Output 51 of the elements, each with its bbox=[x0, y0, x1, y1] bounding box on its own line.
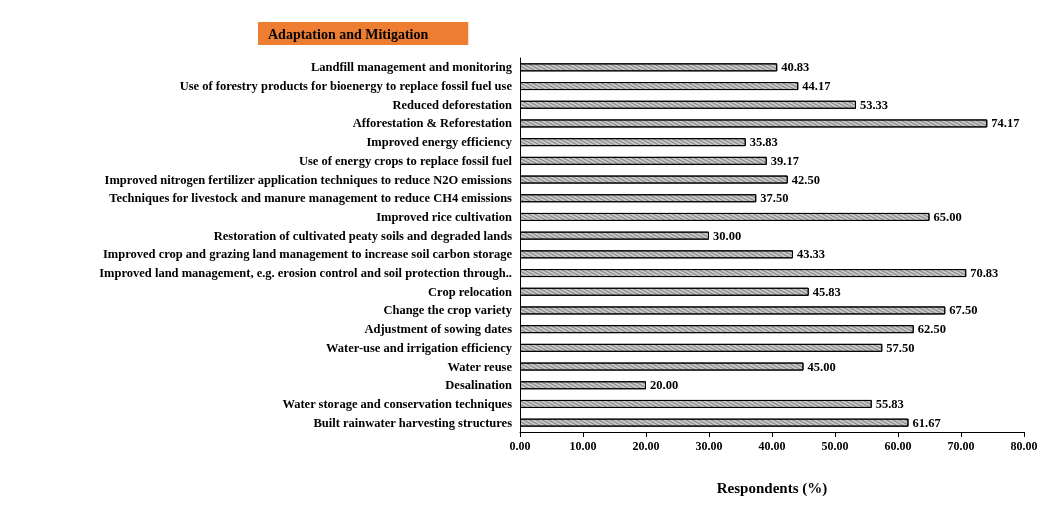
x-tick-label: 40.00 bbox=[758, 439, 786, 453]
y-tick-label: Improved crop and grazing land management to increase soil carbon storage bbox=[102, 247, 513, 262]
data-label: 35.83 bbox=[749, 135, 778, 150]
y-tick-label: Improved nitrogen fertilizer application techniques to reduce N2O emissions bbox=[104, 172, 513, 187]
x-tick-label: 0.00 bbox=[509, 439, 531, 453]
y-tick-label: Landfill management and monitoring bbox=[310, 60, 513, 75]
data-label: 44.17 bbox=[802, 79, 831, 94]
data-label: 57.50 bbox=[886, 340, 915, 355]
data-label: 74.17 bbox=[991, 116, 1020, 131]
y-tick-label: Restoration of cultivated peaty soils and degraded lands bbox=[213, 228, 513, 243]
data-label: 67.50 bbox=[949, 303, 978, 318]
data-label: 43.33 bbox=[796, 247, 826, 262]
y-tick-label: Water storage and conservation techniques bbox=[282, 396, 513, 411]
y-tick-label: Adjustment of sowing dates bbox=[364, 322, 513, 337]
y-tick-label: Desalination bbox=[445, 378, 513, 393]
y-tick-label: Improved rice cultivation bbox=[376, 209, 513, 224]
x-axis-title: Respondents (%) bbox=[716, 479, 828, 497]
y-tick-label: Change the crop variety bbox=[383, 303, 513, 318]
data-label: 65.00 bbox=[933, 209, 962, 224]
x-tick-label: 30.00 bbox=[695, 439, 723, 453]
x-tick-label: 20.00 bbox=[632, 439, 660, 453]
y-tick-label: Crop relocation bbox=[428, 284, 513, 299]
y-tick-label: Afforestation & Reforestation bbox=[352, 116, 513, 131]
y-tick-label: Use of forestry products for bioenergy to replace fossil fuel use bbox=[179, 79, 513, 94]
data-label: 40.83 bbox=[781, 60, 810, 75]
y-tick-label: Water-use and irrigation efficiency bbox=[326, 340, 513, 355]
data-label: 70.83 bbox=[970, 266, 999, 281]
data-label: 39.17 bbox=[770, 153, 799, 168]
data-label: 20.00 bbox=[650, 378, 679, 393]
x-tick-label: 10.00 bbox=[569, 439, 597, 453]
y-tick-label: Techniques for livestock and manure management to reduce CH4 emissions bbox=[109, 191, 513, 206]
y-tick-label: Built rainwater harvesting structures bbox=[313, 415, 513, 430]
data-label: 53.33 bbox=[859, 97, 889, 112]
text: Adaptation and Mitigation bbox=[268, 26, 429, 42]
y-tick-label: Water reuse bbox=[447, 359, 513, 374]
data-label: 62.50 bbox=[917, 322, 946, 337]
y-tick-label: Reduced deforestation bbox=[392, 97, 513, 112]
data-label: 61.67 bbox=[912, 415, 941, 430]
x-tick-label: 80.00 bbox=[1010, 439, 1038, 453]
data-label: 37.50 bbox=[760, 191, 789, 206]
data-label: 30.00 bbox=[713, 228, 742, 243]
x-tick-label: 60.00 bbox=[884, 439, 912, 453]
x-tick-label: 50.00 bbox=[821, 439, 849, 453]
data-label: 45.83 bbox=[812, 284, 841, 299]
x-tick-label: 70.00 bbox=[947, 439, 975, 453]
data-label: 42.50 bbox=[791, 172, 820, 187]
y-tick-label: Use of energy crops to replace fossil fuel bbox=[298, 153, 513, 168]
y-tick-label: Improved land management, e.g. erosion control and soil protection through.. bbox=[99, 266, 512, 281]
data-label: 45.00 bbox=[807, 359, 836, 374]
data-label: 55.83 bbox=[875, 396, 904, 411]
y-tick-label: Improved energy efficiency bbox=[366, 135, 513, 150]
